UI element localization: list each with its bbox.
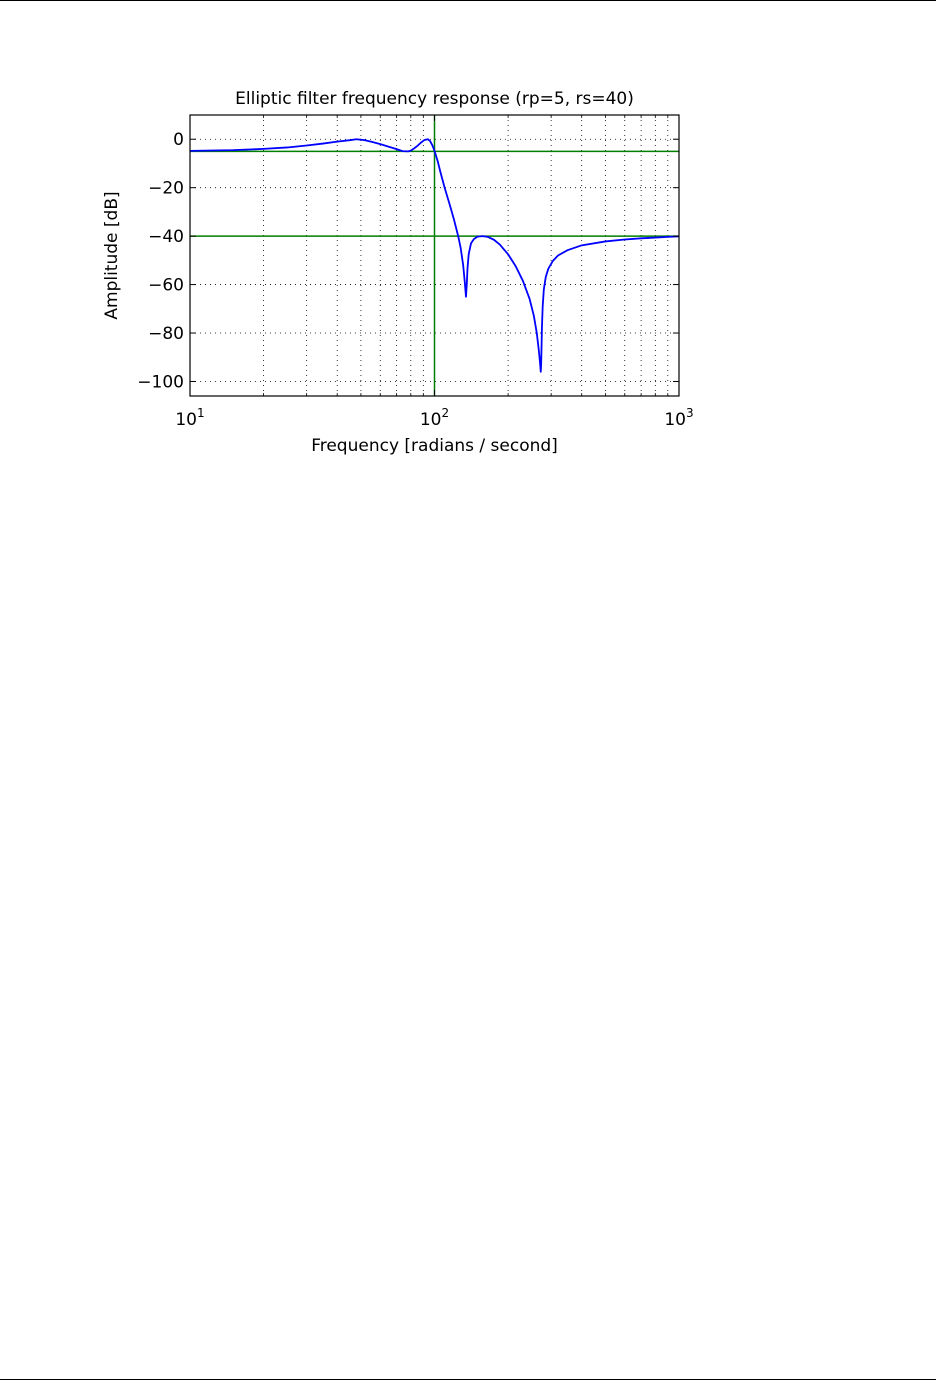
- series-layer: [189, 138, 680, 373]
- ticks: 101 102 103 0 −20 −40 −60 −80 −100: [137, 115, 694, 430]
- page-bottom-rule: [0, 1379, 936, 1380]
- x-tick-label: 103: [664, 406, 693, 430]
- x-tick-label: 102: [420, 406, 449, 430]
- y-tick-label: −60: [148, 276, 184, 296]
- y-tick-label: −80: [148, 324, 184, 344]
- page-top-rule: [0, 0, 936, 1]
- y-axis-label: Amplitude [dB]: [102, 191, 122, 319]
- y-tick-label: −40: [148, 227, 184, 247]
- frequency-response-chart: 101 102 103 0 −20 −40 −60 −80 −100 Elliptic filt…: [102, 89, 694, 456]
- x-tick-label: 101: [175, 406, 204, 430]
- x-axis-label: Frequency [radians / second]: [311, 436, 558, 456]
- y-tick-label: −20: [148, 179, 184, 199]
- chart-title: Elliptic filter frequency response (rp=5…: [235, 89, 634, 109]
- y-tick-label: −100: [137, 372, 184, 392]
- response-line: [189, 138, 680, 373]
- y-tick-label: 0: [173, 130, 184, 150]
